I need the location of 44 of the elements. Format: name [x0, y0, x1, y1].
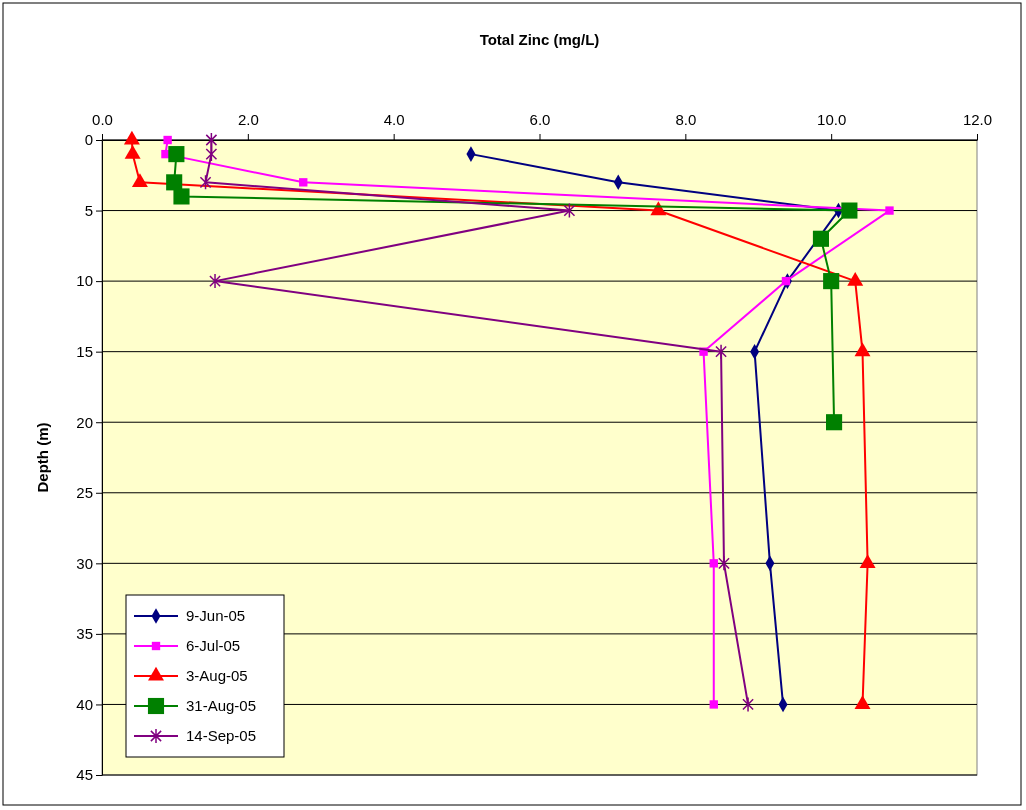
legend-label: 31-Aug-05: [186, 697, 257, 714]
point: [173, 188, 190, 205]
y-tick-label: 30: [76, 554, 93, 572]
x-tick-label: 0.0: [92, 111, 113, 128]
point: [812, 230, 830, 247]
point: [205, 132, 218, 148]
point: [205, 146, 218, 162]
point: [299, 178, 308, 187]
y-tick-label: 15: [76, 342, 93, 360]
point: [163, 135, 172, 145]
y-axis-title: Depth (m): [34, 422, 51, 493]
y-tick-label: 20: [76, 413, 93, 431]
y-tick-label: 5: [84, 201, 93, 219]
y-tick-label: 25: [76, 484, 93, 502]
legend-label: 3-Aug-05: [186, 667, 248, 684]
point: [715, 343, 727, 360]
point: [826, 414, 843, 431]
point: [709, 700, 718, 709]
y-tick-label: 0: [84, 131, 93, 149]
legend-label: 6-Jul-05: [186, 637, 241, 654]
point: [718, 555, 730, 572]
x-tick-label: 8.0: [675, 111, 697, 128]
y-tick-label: 10: [76, 272, 93, 290]
legend-label: 9-Jun-05: [186, 607, 246, 624]
x-tick-label: 6.0: [529, 111, 551, 128]
y-tick-label: 45: [76, 766, 93, 784]
chart-title: Total Zinc (mg/L): [479, 31, 600, 48]
point: [563, 202, 576, 219]
y-tick-label: 35: [76, 625, 93, 643]
y-tick-label: 40: [76, 695, 93, 713]
point: [841, 202, 858, 219]
x-tick-label: 2.0: [237, 111, 259, 128]
point: [209, 273, 221, 289]
legend-label: 14-Sep-05: [186, 727, 257, 744]
point: [709, 559, 718, 568]
x-tick-label: 10.0: [817, 111, 847, 128]
point: [823, 273, 840, 290]
point: [199, 174, 212, 191]
point: [854, 695, 871, 710]
x-tick-label: 12.0: [962, 111, 993, 128]
point: [742, 696, 754, 713]
x-tick-label: 4.0: [383, 111, 405, 128]
point: [885, 206, 894, 215]
point: [168, 146, 185, 163]
